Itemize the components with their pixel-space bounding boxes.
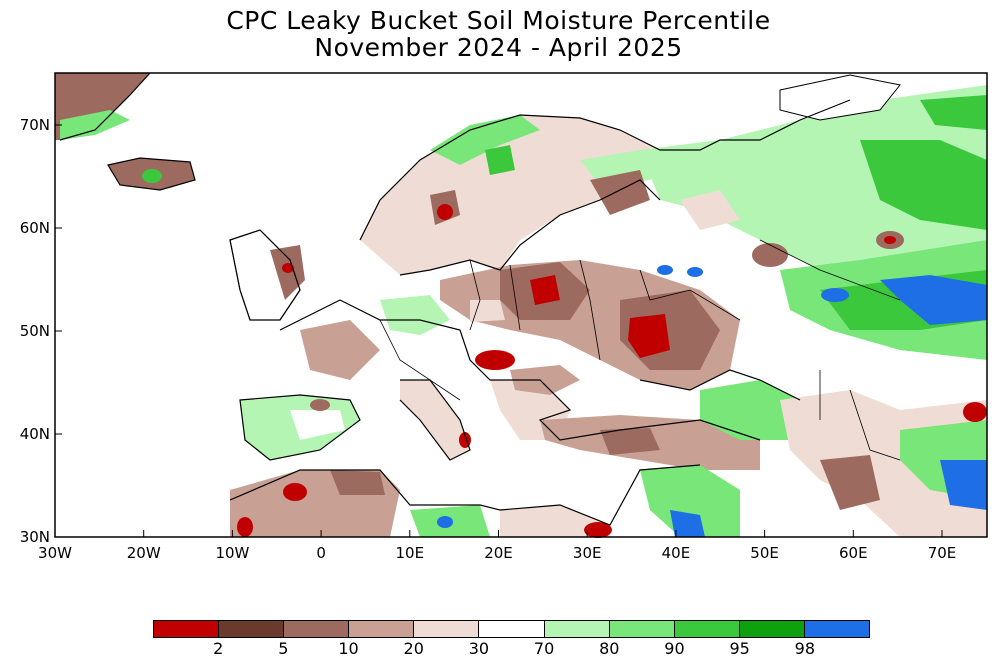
lon-tick-label: 10W <box>215 544 249 562</box>
legend-swatch <box>739 621 805 637</box>
legend-swatch <box>284 621 350 637</box>
map-subtitle: November 2024 - April 2025 <box>314 33 683 62</box>
legend-swatch <box>349 621 415 637</box>
legend-label: 95 <box>729 639 750 658</box>
legend-swatch <box>609 621 675 637</box>
longitude-axis: 30W 20W 10W 0 10E 20E 30E 40E 50E 60E 70E <box>38 530 956 562</box>
legend-label: 5 <box>278 639 289 658</box>
legend-label: 10 <box>338 639 359 658</box>
lon-tick-label: 10E <box>396 544 425 562</box>
map-title: CPC Leaky Bucket Soil Moisture Percentil… <box>226 6 771 35</box>
lat-tick-label: 40N <box>20 425 50 443</box>
legend-label: 20 <box>403 639 424 658</box>
lon-tick-label: 0 <box>316 544 326 562</box>
legend-swatch <box>804 621 870 637</box>
legend-label: 90 <box>664 639 685 658</box>
legend-label: 30 <box>468 639 490 658</box>
legend-swatch <box>674 621 740 637</box>
scandinavia-region <box>360 115 660 275</box>
lat-tick-label: 60N <box>20 219 50 237</box>
legend-label: 70 <box>533 639 555 658</box>
lat-tick-label: 70N <box>20 116 50 134</box>
russia-region <box>640 85 987 300</box>
legend-label: 2 <box>213 639 224 658</box>
legend-swatch <box>219 621 285 637</box>
country-borders <box>379 239 901 461</box>
lat-tick-label: 30N <box>20 528 50 546</box>
lon-tick-label: 20W <box>127 544 161 562</box>
lon-tick-label: 20E <box>484 544 513 562</box>
lon-tick-label: 50E <box>750 544 779 562</box>
lon-tick-label: 60E <box>839 544 868 562</box>
map-frame <box>54 72 988 538</box>
latitude-axis: 70N 60N 50N 40N 30N <box>20 116 62 546</box>
lat-tick-label: 50N <box>20 322 50 340</box>
lon-tick-label: 40E <box>662 544 691 562</box>
color-legend-bar <box>153 620 870 638</box>
coastlines <box>59 72 851 526</box>
lon-tick-label: 30W <box>38 544 72 562</box>
italy-region <box>400 380 470 460</box>
legend-swatch <box>414 621 480 637</box>
legend-swatch <box>544 621 610 637</box>
legend-swatch <box>479 621 545 637</box>
legend-swatch <box>154 621 220 637</box>
legend-label: 98 <box>794 639 815 658</box>
lon-tick-label: 70E <box>928 544 957 562</box>
legend-label: 80 <box>599 639 620 658</box>
lon-tick-label: 30E <box>573 544 602 562</box>
